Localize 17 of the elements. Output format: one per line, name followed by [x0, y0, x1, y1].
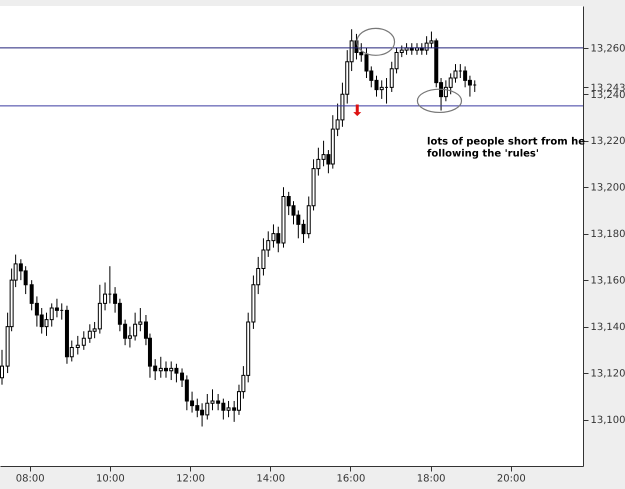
y-tick-label: 13,260 [590, 43, 625, 54]
y-tick-label: 13,160 [590, 276, 625, 287]
x-tick-label: 20:00 [496, 474, 526, 484]
y-tick-label: 13,100 [590, 415, 625, 426]
y-tick-label: 13,220 [590, 136, 625, 148]
y-tick-label: 13,180 [590, 229, 625, 240]
x-tick-label: 12:00 [176, 474, 205, 484]
candlestick [76, 335, 80, 355]
x-tick-label: 10:00 [96, 474, 125, 484]
y-tick-label: 13,200 [590, 182, 625, 194]
y-tick-label: 13,120 [590, 368, 625, 380]
y-tick-label: 13,140 [590, 322, 625, 334]
x-tick-label: 14:00 [256, 474, 286, 484]
x-tick-label: 18:00 [416, 474, 446, 484]
x-tick-label: 08:00 [16, 474, 45, 484]
x-tick-label: 16:00 [336, 474, 366, 484]
candlestick [82, 330, 86, 350]
